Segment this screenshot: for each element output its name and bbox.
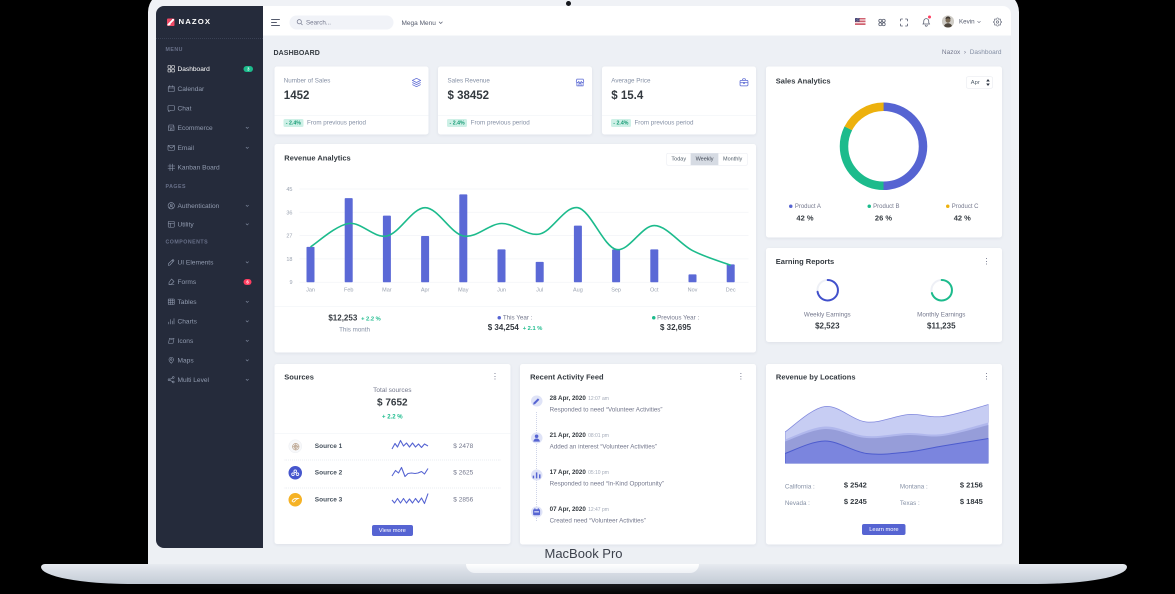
svg-text:Jan: Jan: [306, 287, 315, 293]
svg-text:45: 45: [286, 187, 292, 193]
svg-text:Oct: Oct: [650, 287, 659, 293]
svg-text:Mar: Mar: [382, 287, 392, 293]
svg-text:Nov: Nov: [687, 287, 697, 293]
svg-text:Apr: Apr: [420, 287, 429, 293]
svg-text:36: 36: [286, 210, 292, 216]
svg-text:Sep: Sep: [611, 287, 621, 293]
svg-text:9: 9: [289, 280, 292, 286]
svg-text:Jun: Jun: [497, 287, 506, 293]
svg-text:27: 27: [286, 233, 292, 239]
svg-text:Aug: Aug: [572, 287, 582, 293]
svg-text:Dec: Dec: [725, 287, 735, 293]
svg-text:May: May: [458, 287, 469, 293]
svg-text:Jul: Jul: [536, 287, 543, 293]
svg-text:Feb: Feb: [343, 287, 352, 293]
svg-text:18: 18: [286, 257, 292, 263]
